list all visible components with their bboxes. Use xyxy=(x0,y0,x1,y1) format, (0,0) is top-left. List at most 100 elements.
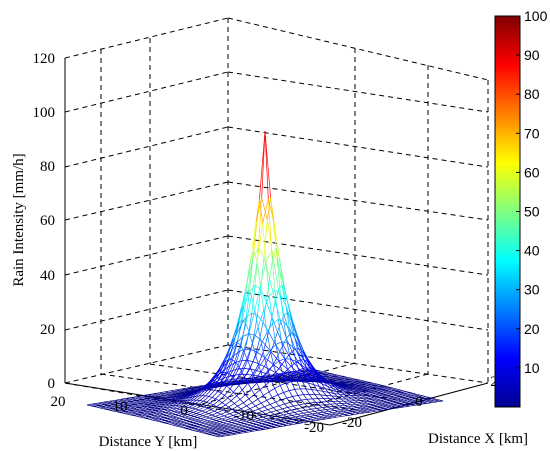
surface-mesh-segment xyxy=(119,402,125,404)
surface-mesh-segment xyxy=(272,419,279,422)
surface-mesh-segment xyxy=(146,394,152,397)
surface-mesh-segment xyxy=(226,376,233,387)
surface-mesh-segment xyxy=(168,390,175,393)
surface-mesh-segment xyxy=(328,379,334,381)
surface-mesh-segment xyxy=(296,381,301,389)
surface-mesh-segment xyxy=(329,376,336,378)
surface-mesh-segment xyxy=(372,401,379,403)
surface-mesh-segment xyxy=(169,392,176,395)
surface-mesh-segment xyxy=(307,382,312,390)
surface-mesh-segment xyxy=(203,396,210,402)
surface-mesh-segment xyxy=(233,341,238,344)
surface-mesh-segment xyxy=(219,372,227,383)
surface-mesh-segment xyxy=(248,374,253,379)
surface-mesh-segment xyxy=(286,342,293,348)
surface-mesh-segment xyxy=(325,395,330,399)
surface-mesh-segment xyxy=(247,410,254,414)
surface-mesh-segment xyxy=(336,391,342,393)
surface-mesh-segment xyxy=(141,398,148,400)
surface-mesh-segment xyxy=(323,381,330,386)
surface-mesh-segment xyxy=(290,363,295,367)
surface-mesh-segment xyxy=(282,373,287,384)
surface-mesh-segment xyxy=(193,395,200,401)
surface-mesh-segment xyxy=(282,423,289,425)
surface-mesh-segment xyxy=(254,389,261,395)
surface-mesh-segment xyxy=(232,415,237,418)
surface-mesh-segment xyxy=(223,432,230,434)
surface-mesh-segment xyxy=(284,403,289,408)
surface-mesh-segment xyxy=(208,422,215,425)
y-tick-label: 10 xyxy=(113,399,128,415)
surface-mesh-segment xyxy=(265,411,272,415)
surface-mesh-segment xyxy=(161,406,167,410)
surface-mesh-segment xyxy=(225,404,229,408)
surface-mesh-segment xyxy=(335,412,342,415)
surface-mesh-segment xyxy=(244,366,251,378)
surface-mesh-segment xyxy=(157,406,164,409)
surface-mesh-segment xyxy=(262,376,267,386)
surface-mesh-segment xyxy=(237,402,244,407)
surface-mesh-segment xyxy=(380,406,387,408)
surface-mesh-segment xyxy=(302,368,310,375)
surface-mesh-segment xyxy=(214,382,221,391)
surface-mesh-segment xyxy=(272,358,277,365)
surface-mesh-segment xyxy=(164,407,171,410)
surface-mesh-segment xyxy=(250,378,255,382)
surface-mesh-segment xyxy=(210,420,217,423)
surface-mesh-segment xyxy=(243,402,247,407)
surface-mesh-segment xyxy=(257,416,264,419)
surface-mesh-segment xyxy=(232,362,237,371)
surface-mesh-segment xyxy=(305,409,310,413)
surface-mesh-segment xyxy=(268,413,275,417)
surface-mesh-segment xyxy=(290,409,295,413)
surface-mesh-segment xyxy=(309,415,316,417)
surface-mesh-segment xyxy=(166,405,173,408)
surface-mesh-segment xyxy=(359,404,365,407)
surface-mesh-segment xyxy=(251,402,256,407)
surface-mesh-segment xyxy=(427,398,434,400)
surface-mesh-segment xyxy=(180,390,187,393)
surface-mesh-segment xyxy=(191,387,197,389)
surface-mesh-segment xyxy=(189,393,195,398)
surface-mesh-segment xyxy=(300,414,307,417)
surface-mesh-segment xyxy=(316,379,323,383)
surface-mesh-segment xyxy=(375,399,381,402)
surface-mesh-segment xyxy=(213,373,220,383)
surface-mesh-segment xyxy=(389,406,395,409)
surface-mesh-segment xyxy=(136,399,142,401)
back-grid xyxy=(64,17,489,426)
surface-mesh-segment xyxy=(227,392,234,399)
colorbar-tick-label: 70 xyxy=(524,125,540,141)
surface-mesh-segment xyxy=(285,411,289,414)
y-tick-label: 0 xyxy=(180,403,188,419)
surface-mesh-segment xyxy=(254,416,258,419)
surface-mesh-segment xyxy=(243,350,248,359)
surface-mesh-segment xyxy=(322,407,326,410)
surface-mesh-segment xyxy=(330,416,337,419)
surface-mesh-segment xyxy=(322,416,328,419)
surface-mesh-segment xyxy=(129,404,135,406)
surface-mesh-segment xyxy=(292,395,299,397)
surface-mesh-segment xyxy=(287,366,292,370)
surface-mesh-segment xyxy=(106,408,113,410)
surface-mesh-segment xyxy=(181,414,188,417)
surface-mesh-segment xyxy=(299,388,304,395)
surface-mesh-segment xyxy=(434,399,440,402)
surface-mesh-segment xyxy=(333,379,340,381)
surface-mesh-segment xyxy=(235,306,242,330)
surface-mesh-segment xyxy=(287,407,292,411)
surface-mesh-segment xyxy=(371,383,378,386)
surface-mesh-segment xyxy=(324,404,329,408)
surface-mesh-segment xyxy=(247,412,252,416)
surface-mesh-segment xyxy=(275,344,280,361)
surface-mesh-segment xyxy=(183,406,190,411)
x-tick-label: 2 xyxy=(490,374,498,390)
surface-mesh-segment xyxy=(258,197,263,248)
surface-mesh-segment xyxy=(291,415,296,418)
surface-mesh-segment xyxy=(310,377,317,382)
surface-mesh-segment xyxy=(165,402,172,406)
surface-mesh-segment xyxy=(261,130,266,198)
surface-mesh-segment xyxy=(212,391,219,398)
surface-mesh-segment xyxy=(355,403,362,405)
surface-mesh-segment xyxy=(251,312,258,316)
